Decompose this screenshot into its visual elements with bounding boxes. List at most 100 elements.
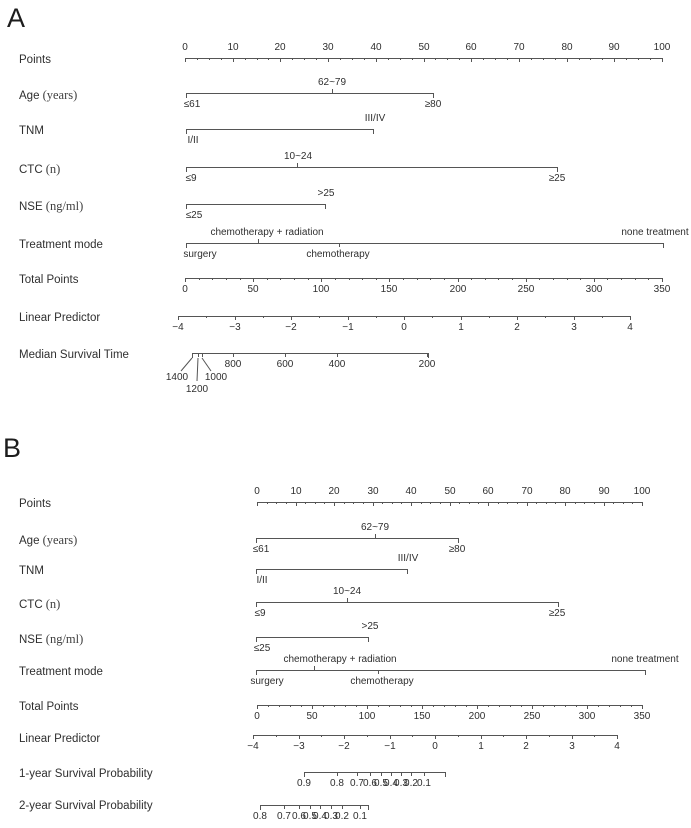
tnm-tick-label: III/IV xyxy=(397,553,419,564)
linear-predictor-tick xyxy=(390,735,391,739)
linear-predictor-tick xyxy=(461,316,462,320)
row-label-text: Linear Predictor xyxy=(19,312,101,324)
total-points-tick xyxy=(526,278,527,282)
total-points-axis-line xyxy=(257,705,643,706)
points-tick xyxy=(363,502,364,504)
linear-predictor-tick xyxy=(458,735,459,737)
points-tick xyxy=(305,502,306,504)
treatment-mode-axis-line xyxy=(186,243,664,244)
ctc-tick xyxy=(256,602,257,607)
points-tick xyxy=(662,58,663,62)
points-tick-label: 40 xyxy=(370,42,382,53)
total-points-tick xyxy=(455,705,456,707)
ctc-axis-line xyxy=(256,602,559,603)
points-tick xyxy=(459,502,460,504)
linear-predictor-tick xyxy=(412,735,413,737)
total-points-tick xyxy=(471,278,472,280)
row-label-unit: (years) xyxy=(39,533,78,547)
age-tick xyxy=(375,534,376,538)
row-label-ctc: CTC (n) xyxy=(19,597,60,612)
tnm-tick-label: I/II xyxy=(187,135,199,146)
total-points-tick xyxy=(510,705,511,707)
tnm-tick xyxy=(373,129,374,134)
linear-predictor-tick xyxy=(321,735,322,737)
row-label-text: Points xyxy=(19,498,51,510)
total-points-tick xyxy=(422,705,423,709)
ctc-tick xyxy=(347,598,348,602)
row-label-text: Linear Predictor xyxy=(19,733,101,745)
points-tick xyxy=(328,58,329,62)
row-label-text: CTC xyxy=(19,599,43,611)
row-label-text: 2-year Survival Probability xyxy=(19,800,153,812)
treatment-mode-tick xyxy=(186,243,187,248)
linear-predictor-tick xyxy=(489,316,490,318)
total-points-tick-label: 0 xyxy=(182,284,188,295)
treatment-mode-tick xyxy=(378,670,379,674)
ctc-tick-label: ≤9 xyxy=(254,608,266,619)
points-tick xyxy=(483,58,484,60)
linear-predictor-tick xyxy=(235,316,236,320)
ctc-tick-label: ≤9 xyxy=(185,173,197,184)
total-points-tick xyxy=(349,278,350,280)
mst-leader-line xyxy=(201,357,212,372)
points-tick xyxy=(459,58,460,60)
total-points-tick xyxy=(411,705,412,707)
row-label-unit: (n) xyxy=(42,162,61,176)
row-label-text: Age xyxy=(19,90,40,102)
linear-predictor-tick-label: 3 xyxy=(569,741,575,752)
ctc-tick xyxy=(186,167,187,172)
total-points-tick xyxy=(280,278,281,280)
points-tick-label: 70 xyxy=(513,42,525,53)
points-tick-label: 70 xyxy=(521,486,533,497)
total-points-tick xyxy=(485,278,486,280)
linear-predictor-tick xyxy=(178,316,179,320)
points-tick xyxy=(376,58,377,62)
linear-predictor-tick-label: −1 xyxy=(342,322,354,333)
total-points-tick xyxy=(376,278,377,280)
median-survival-time-tick xyxy=(192,353,193,358)
row-label-unit: (years) xyxy=(39,88,78,102)
nse-tick xyxy=(256,637,257,642)
points-tick-label: 60 xyxy=(465,42,477,53)
nse-tick-label: ≤25 xyxy=(185,210,203,221)
total-points-tick xyxy=(444,705,445,707)
total-points-axis-line xyxy=(185,278,663,279)
linear-predictor-tick xyxy=(602,316,603,318)
linear-predictor-tick xyxy=(253,735,254,739)
1-year-survival-probability-tick xyxy=(445,772,446,777)
age-axis-line xyxy=(256,538,459,539)
points-tick xyxy=(364,58,365,60)
total-points-tick-label: 150 xyxy=(413,711,431,722)
total-points-tick xyxy=(466,705,467,707)
linear-predictor-tick xyxy=(435,735,436,739)
1-year-survival-probability-tick xyxy=(424,772,425,776)
total-points-tick xyxy=(312,705,313,709)
total-points-tick-label: 0 xyxy=(254,711,260,722)
nse-tick-label: ≤25 xyxy=(253,643,271,654)
row-label-text: CTC xyxy=(19,164,43,176)
1-year-survival-probability-tick xyxy=(401,772,402,776)
total-points-tick xyxy=(554,705,555,707)
points-tick xyxy=(267,502,268,504)
points-tick-label: 20 xyxy=(274,42,286,53)
linear-predictor-tick xyxy=(572,735,573,739)
total-points-tick xyxy=(499,705,500,707)
points-tick-label: 80 xyxy=(561,42,573,53)
total-points-tick xyxy=(609,705,610,707)
2-year-survival-probability-tick xyxy=(368,805,369,810)
total-points-tick-label: 350 xyxy=(633,711,651,722)
row-label-age: Age (years) xyxy=(19,533,77,548)
total-points-tick-label: 150 xyxy=(380,284,398,295)
median-survival-time-annotation: 1000 xyxy=(204,372,228,383)
ctc-tick-label: 10~24 xyxy=(332,586,362,597)
1-year-survival-probability-tick-label: 0.9 xyxy=(297,778,311,789)
row-label-treatment-mode: Treatment mode xyxy=(19,238,103,252)
total-points-tick xyxy=(631,705,632,707)
total-points-tick xyxy=(279,705,280,707)
linear-predictor-tick-label: −2 xyxy=(338,741,350,752)
treatment-mode-tick-label: chemotherapy xyxy=(306,249,370,260)
linear-predictor-tick-label: −3 xyxy=(229,322,241,333)
points-tick xyxy=(650,58,651,60)
points-tick xyxy=(488,502,489,506)
